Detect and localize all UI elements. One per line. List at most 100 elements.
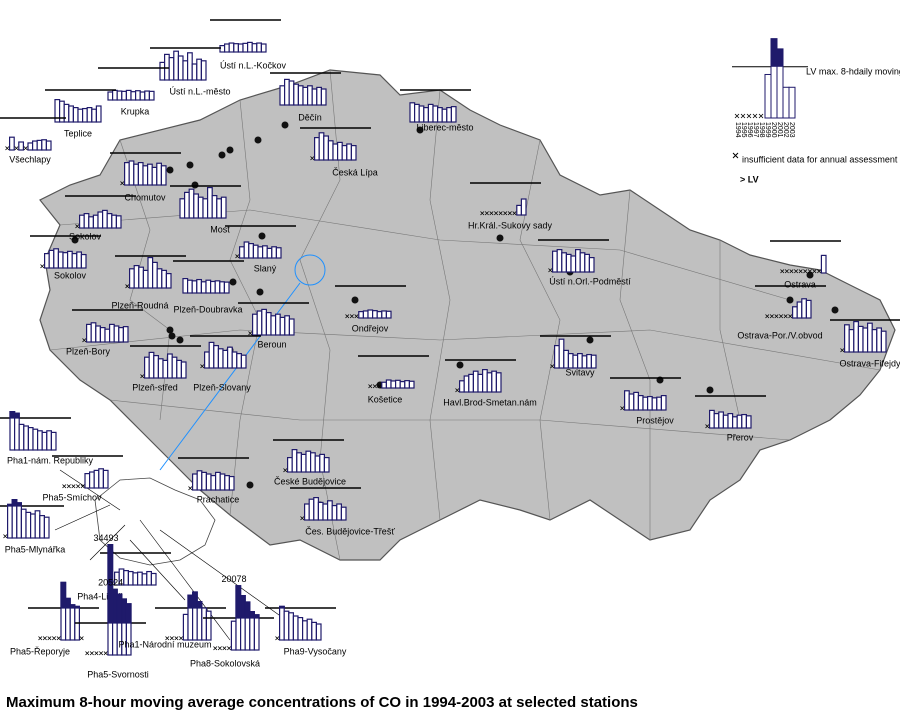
bar xyxy=(215,471,221,491)
station-label: Přerov xyxy=(727,432,754,442)
legend-cross xyxy=(732,152,739,159)
bar xyxy=(99,327,106,343)
bar xyxy=(283,610,290,641)
station-dot xyxy=(166,326,174,334)
bar xyxy=(125,89,132,101)
bar xyxy=(399,381,406,389)
bar xyxy=(713,413,720,429)
station-dot xyxy=(831,306,839,314)
bar xyxy=(261,308,267,336)
station-label: Most xyxy=(210,224,230,234)
bar xyxy=(182,60,189,81)
bar-over-lv xyxy=(60,581,67,609)
bar xyxy=(159,61,166,81)
bar xyxy=(323,135,329,161)
bar xyxy=(390,380,397,389)
bar xyxy=(275,247,282,259)
no-data-mark xyxy=(227,646,232,651)
no-data-mark xyxy=(169,636,174,641)
station-label: Pha5-Smíchov xyxy=(42,492,102,502)
bar xyxy=(211,195,218,219)
bar xyxy=(137,162,144,186)
bar xyxy=(151,166,158,186)
bar xyxy=(18,423,25,451)
bar xyxy=(187,52,193,81)
legend-year: 1999 xyxy=(764,122,771,138)
no-data-mark xyxy=(377,384,382,389)
bar xyxy=(46,430,52,451)
bar xyxy=(305,450,312,473)
bar xyxy=(83,213,90,229)
bar xyxy=(256,310,263,336)
bar xyxy=(85,323,92,343)
bar xyxy=(642,396,649,411)
bar xyxy=(208,341,215,369)
bar xyxy=(292,615,299,641)
bar xyxy=(284,315,290,336)
station-dot xyxy=(258,232,266,240)
bar xyxy=(167,353,173,379)
bar xyxy=(866,322,873,353)
bar-over-lv xyxy=(771,38,777,67)
bar xyxy=(240,354,247,369)
bar xyxy=(63,103,70,123)
legend-year: 1997 xyxy=(752,122,759,138)
bar xyxy=(41,431,48,451)
no-data-mark xyxy=(66,484,71,489)
bar xyxy=(857,325,864,353)
station-label: Pha8-Sokolovská xyxy=(190,658,260,668)
bar xyxy=(395,379,401,389)
bar xyxy=(381,310,387,319)
bar xyxy=(656,396,662,411)
bar xyxy=(171,356,178,379)
bar xyxy=(262,245,268,259)
bar xyxy=(102,469,109,489)
no-data-mark xyxy=(71,484,76,489)
bar xyxy=(450,106,457,123)
bar xyxy=(72,106,79,123)
bar xyxy=(201,471,208,491)
station-label: Plzeň-Doubravka xyxy=(173,304,242,314)
inset-leaders xyxy=(54,469,301,641)
bar xyxy=(86,106,93,123)
legend-year: 2000 xyxy=(770,122,777,138)
bar xyxy=(306,618,313,641)
bar xyxy=(156,162,163,186)
bar xyxy=(152,261,158,289)
bar xyxy=(279,605,285,641)
bar xyxy=(205,473,212,491)
no-data-mark xyxy=(40,264,45,269)
no-data-mark xyxy=(752,113,758,119)
bar xyxy=(31,140,38,151)
bar xyxy=(736,414,743,429)
bar xyxy=(173,50,180,81)
bar xyxy=(90,322,97,343)
bar xyxy=(271,246,277,259)
bar xyxy=(311,88,318,106)
no-data-mark xyxy=(780,269,785,274)
station-dot xyxy=(786,296,794,304)
bar-over-lv xyxy=(196,600,203,609)
no-data-mark xyxy=(480,211,485,216)
bar xyxy=(91,108,98,123)
bar xyxy=(217,348,224,369)
station-dot xyxy=(71,236,79,244)
bar xyxy=(205,610,212,641)
bar xyxy=(27,142,34,151)
bar xyxy=(25,511,32,539)
legend-year: 1998 xyxy=(758,122,765,138)
station-label: Prachatice xyxy=(197,494,240,504)
no-data-mark xyxy=(80,484,85,489)
bar xyxy=(651,397,658,411)
bar xyxy=(708,409,715,429)
station-label: Ostrava-Fifejdy xyxy=(839,358,900,368)
station-dot xyxy=(586,336,594,344)
bar xyxy=(588,257,595,273)
bar xyxy=(192,473,198,491)
bar-over-lv xyxy=(116,593,123,624)
no-data-mark xyxy=(769,314,774,319)
bar xyxy=(287,457,293,473)
bar xyxy=(346,143,352,161)
station-dot xyxy=(254,136,262,144)
bar xyxy=(6,503,13,539)
